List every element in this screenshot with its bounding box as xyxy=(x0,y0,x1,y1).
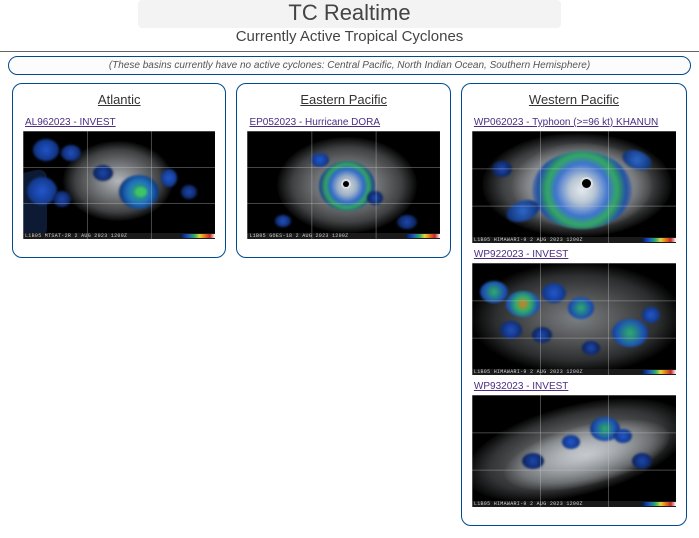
page-title: TC Realtime xyxy=(288,0,410,26)
storm-link-wp932023[interactable]: WP932023 - INVEST xyxy=(474,381,676,393)
storm-link-wp922023[interactable]: WP922023 - INVEST xyxy=(474,249,676,261)
sat-thumb-wp932023[interactable]: L1B05 HIMAWARI-9 2 AUG 2023 1200Z xyxy=(472,395,676,507)
page-subtitle: Currently Active Tropical Cyclones xyxy=(0,28,699,45)
basins-row: Atlantic AL962023 - INVEST L1B05 MTSAT-2… xyxy=(0,75,699,538)
basin-title-atlantic: Atlantic xyxy=(23,92,215,107)
header: TC Realtime Currently Active Tropical Cy… xyxy=(0,0,699,45)
basin-eastern-pacific: Eastern Pacific EP052023 - Hurricane DOR… xyxy=(236,83,450,258)
sat-thumb-ep052023[interactable]: L1B05 GOES-18 2 AUG 2023 1200Z xyxy=(247,131,439,239)
notice-container: (These basins currently have no active c… xyxy=(0,56,699,75)
page-root: TC Realtime Currently Active Tropical Cy… xyxy=(0,0,699,538)
inactive-basins-notice: (These basins currently have no active c… xyxy=(8,56,691,75)
title-pill: TC Realtime xyxy=(138,0,560,28)
sat-thumb-wp922023[interactable]: L1B05 HIMAWARI-9 2 AUG 2023 1200Z xyxy=(472,263,676,375)
storm-link-al962023[interactable]: AL962023 - INVEST xyxy=(25,117,215,129)
sat-thumb-wp062023[interactable]: L1B05 HIMAWARI-9 2 AUG 2023 1200Z xyxy=(472,131,676,243)
divider xyxy=(0,51,699,52)
basin-western-pacific: Western Pacific WP062023 - Typhoon (>=96… xyxy=(461,83,687,526)
sat-thumb-al962023[interactable]: L1B05 MTSAT-2R 2 AUG 2023 1200Z xyxy=(23,131,215,239)
basin-atlantic: Atlantic AL962023 - INVEST L1B05 MTSAT-2… xyxy=(12,83,226,258)
basin-title-epac: Eastern Pacific xyxy=(247,92,439,107)
basin-title-wpac: Western Pacific xyxy=(472,92,676,107)
storm-link-ep052023[interactable]: EP052023 - Hurricane DORA xyxy=(249,117,439,129)
storm-link-wp062023[interactable]: WP062023 - Typhoon (>=96 kt) KHANUN xyxy=(474,117,676,129)
